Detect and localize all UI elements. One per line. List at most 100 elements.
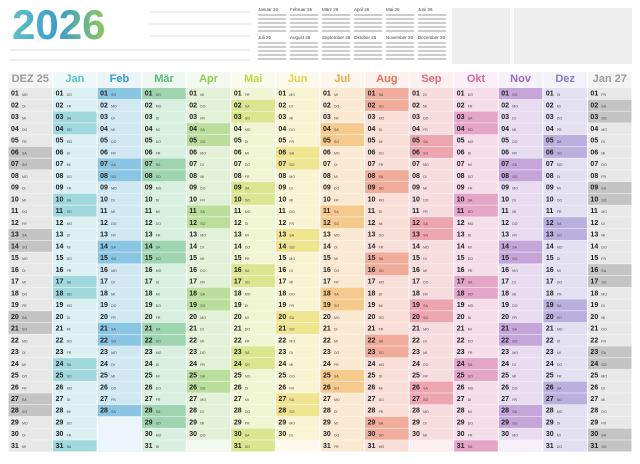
weekday: SA [379, 257, 384, 261]
weekday: SO [245, 281, 250, 285]
day-number: 22 [234, 337, 242, 344]
day-cell [365, 287, 409, 299]
mini-calendar-grid [322, 54, 350, 56]
weekday: DO [379, 398, 385, 402]
weekday: FR [111, 398, 116, 402]
day-number: 20 [590, 314, 598, 321]
day-number: 18 [278, 290, 286, 297]
weekday: MO [423, 245, 429, 249]
weekday: DO [512, 304, 518, 308]
day-cell [365, 170, 409, 182]
month-name: Aug [376, 73, 397, 85]
weekday: SO [468, 375, 473, 379]
day-cell [142, 381, 186, 393]
day-number: 25 [11, 373, 19, 380]
day-cell [186, 346, 231, 358]
day-number: 01 [412, 91, 420, 98]
day-cell [231, 369, 275, 381]
weekday: MO [111, 269, 117, 273]
weekday: DI [200, 163, 204, 167]
day-number: 13 [56, 232, 64, 239]
weekday: FR [334, 281, 339, 285]
day-number: 29 [457, 419, 465, 426]
weekday: FR [111, 316, 116, 320]
weekday: DI [379, 375, 383, 379]
day-cell [97, 158, 142, 170]
weekday: DI [557, 339, 561, 343]
weekday: MO [512, 187, 518, 191]
day-number: 16 [56, 267, 64, 274]
weekday: MI [200, 422, 204, 426]
weekday: MI [334, 257, 338, 261]
day-number: 06 [11, 149, 19, 156]
day-cell [454, 158, 498, 170]
day-cell [275, 88, 320, 100]
day-cell [231, 358, 275, 370]
day-number: 04 [56, 126, 64, 133]
day-number: 21 [56, 326, 64, 333]
day-cell [275, 99, 320, 111]
weekday: SA [289, 152, 294, 156]
weekday: MO [245, 375, 251, 379]
day-cell [231, 111, 275, 123]
day-cell [365, 381, 409, 393]
day-number: 05 [457, 138, 465, 145]
day-cell [498, 205, 543, 217]
day-cell [320, 240, 365, 252]
day-cell [320, 311, 365, 323]
day-cell [587, 311, 632, 323]
day-cell [365, 264, 409, 276]
day-cell [186, 205, 231, 217]
day-number: 09 [278, 185, 286, 192]
day-cell [275, 428, 320, 440]
day-number: 20 [412, 314, 420, 321]
weekday: SA [468, 116, 473, 120]
weekday: MI [111, 210, 115, 214]
day-cell [97, 405, 142, 417]
weekday: MI [245, 152, 249, 156]
mini-calendar-grid [354, 54, 382, 56]
day-cell [53, 217, 97, 229]
day-cell [97, 99, 142, 111]
mini-calendar-grid [418, 46, 446, 48]
day-cell [409, 393, 454, 405]
weekday: DI [245, 386, 249, 390]
day-cell [543, 111, 587, 123]
weekday: SA [245, 105, 250, 109]
day-number: 15 [501, 255, 509, 262]
day-cell [142, 440, 186, 452]
day-cell [454, 381, 498, 393]
weekday: FR [245, 175, 250, 179]
weekday: DI [289, 187, 293, 191]
weekday: DI [334, 245, 338, 249]
weekday: SO [111, 175, 116, 179]
day-number: 30 [323, 431, 331, 438]
day-cell [142, 99, 186, 111]
day-number: 10 [278, 196, 286, 203]
day-cell [320, 393, 365, 405]
day-cell [275, 264, 320, 276]
weekday: SA [601, 269, 606, 273]
weekday: MI [379, 140, 383, 144]
day-number: 28 [100, 408, 108, 415]
day-number: 22 [100, 337, 108, 344]
weekday: MO [379, 116, 385, 120]
weekday: DO [67, 93, 73, 97]
note-lines [10, 11, 250, 61]
day-cell [8, 440, 53, 452]
weekday: DO [111, 386, 117, 390]
day-cell [454, 440, 498, 452]
day-number: 15 [412, 255, 420, 262]
weekday: MI [22, 116, 26, 120]
mini-calendar-grid [258, 58, 286, 60]
day-number: 01 [234, 91, 242, 98]
weekday: DO [289, 292, 295, 296]
day-number: 10 [56, 196, 64, 203]
weekday: DO [334, 351, 340, 355]
weekday: DI [379, 128, 383, 132]
day-number: 06 [590, 149, 598, 156]
day-cell [142, 393, 186, 405]
day-cell [320, 334, 365, 346]
weekday: MI [423, 433, 427, 437]
day-cell [543, 322, 587, 334]
